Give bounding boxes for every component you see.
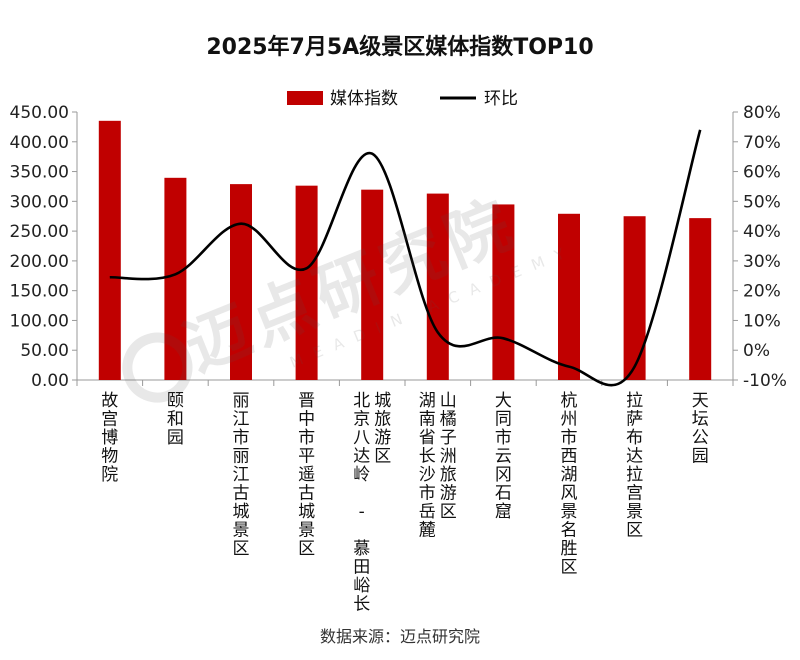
- left-tick-label: 400.00: [10, 133, 69, 153]
- x-axis: [76, 379, 734, 386]
- category-label-10: 天坛公园: [692, 391, 709, 467]
- left-tick-label: 0.00: [31, 371, 69, 391]
- source-note: 数据来源：迈点研究院: [320, 627, 480, 646]
- category-label-4: 晋中市平遥古城景区: [298, 391, 315, 559]
- right-tick-label: -10%: [743, 371, 787, 391]
- right-tick-label: 10%: [743, 311, 781, 331]
- category-label-6: 山橘子洲旅游区: [440, 391, 457, 522]
- left-tick-label: 250.00: [10, 222, 69, 242]
- bar-2: [164, 177, 187, 380]
- category-label-9: 拉萨布达拉宫景区: [626, 391, 643, 541]
- left-tick-label: 50.00: [20, 341, 69, 361]
- bar-10: [689, 218, 712, 380]
- left-tick-label: 450.00: [10, 103, 69, 123]
- right-tick-label: 0%: [743, 341, 770, 361]
- left-tick-label: 100.00: [10, 311, 69, 331]
- bar-7: [492, 204, 515, 380]
- legend-bar-swatch: [287, 91, 323, 105]
- right-tick-label: 30%: [743, 252, 781, 272]
- left-axis: 0.00 50.00 100.00 150.00 200.00 250.00 300.00 3…: [10, 103, 78, 391]
- category-label-7: 大同市云冈石窟: [495, 391, 512, 522]
- left-tick-label: 150.00: [10, 282, 69, 302]
- line-huanbi: [109, 129, 702, 387]
- legend-bar-label: 媒体指数: [330, 89, 398, 109]
- category-label-3: 丽江市丽江古城景区: [233, 391, 250, 559]
- bar-series: [98, 120, 712, 381]
- category-label-1: 故宫博物院: [101, 391, 118, 485]
- category-label-5: 城旅游区: [374, 391, 391, 467]
- legend: 媒体指数 环比: [287, 89, 518, 109]
- legend-line-label: 环比: [484, 89, 518, 109]
- right-axis: -10% 0% 10% 20% 30% 40% 50% 60% 70% 80%: [732, 103, 787, 391]
- bar-1: [98, 120, 121, 381]
- bar-5: [361, 189, 384, 380]
- bar-3: [230, 184, 252, 380]
- category-label-6: 湖南省长沙市岳麓: [419, 391, 436, 541]
- chart-title: 2025年7月5A级景区媒体指数TOP10: [206, 34, 593, 60]
- left-tick-label: 350.00: [10, 163, 69, 183]
- bar-6: [426, 193, 449, 380]
- category-label-5: 北京八达岭 - 慕田峪长: [353, 391, 370, 615]
- left-tick-label: 200.00: [10, 252, 69, 272]
- right-tick-label: 80%: [743, 103, 781, 123]
- category-labels: 故宫博物院 颐和园 丽江市丽江古城景区 晋中市平遥古城景区 北京八达岭 - 慕田峪长城旅…: [101, 391, 708, 615]
- bar-9: [623, 216, 646, 380]
- right-tick-label: 70%: [743, 133, 781, 153]
- right-tick-label: 20%: [743, 282, 781, 302]
- right-tick-label: 50%: [743, 192, 781, 212]
- right-tick-label: 60%: [743, 163, 781, 183]
- category-label-2: 颐和园: [167, 391, 184, 448]
- bar-8: [558, 213, 580, 380]
- category-label-8: 杭州市西湖风景名胜区: [561, 391, 578, 578]
- line-series: [109, 129, 702, 387]
- right-tick-label: 40%: [743, 222, 781, 242]
- bar-4: [295, 185, 318, 380]
- left-tick-label: 300.00: [10, 192, 69, 212]
